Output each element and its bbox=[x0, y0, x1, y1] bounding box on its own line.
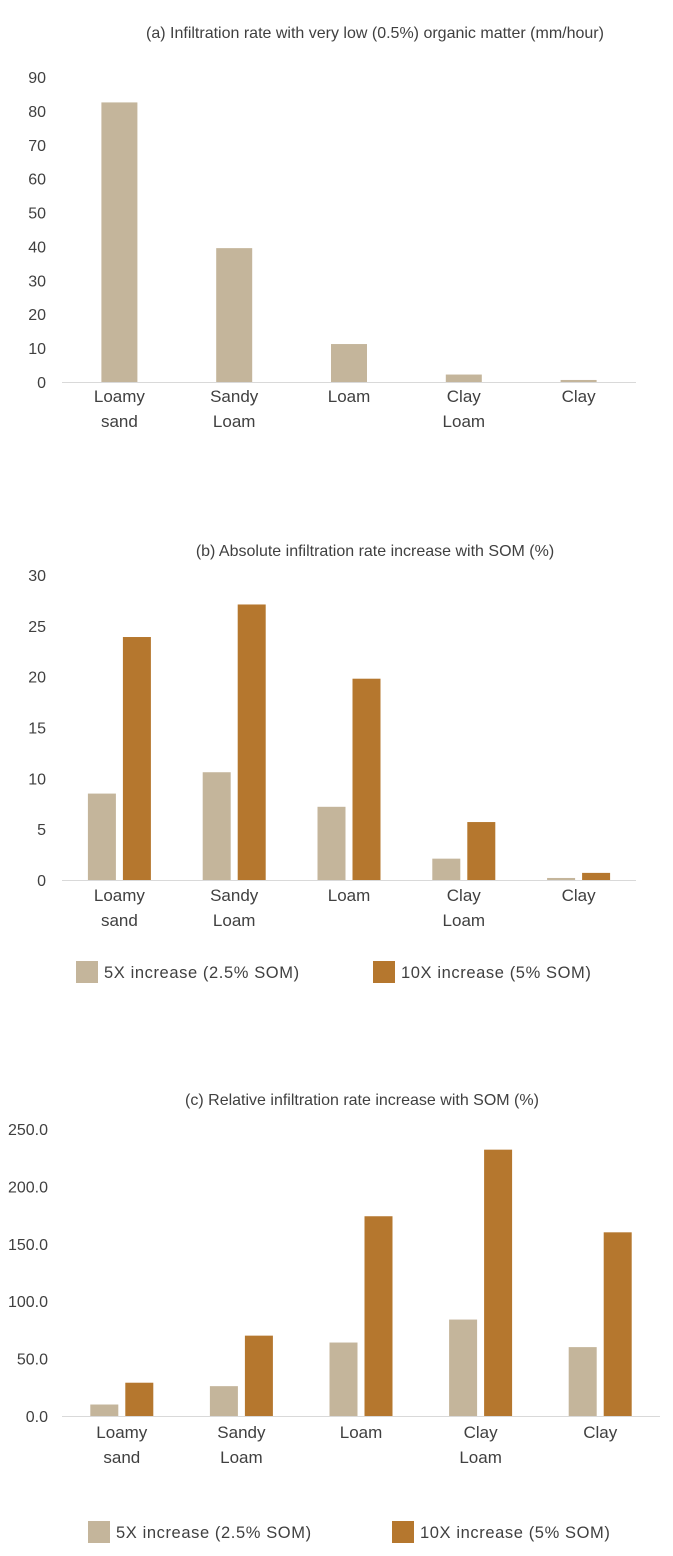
y-tick-label: 5 bbox=[37, 822, 46, 839]
x-category-label: Clay bbox=[583, 1423, 618, 1442]
bar-1-2 bbox=[209, 1386, 238, 1416]
y-tick-label: 30 bbox=[28, 568, 46, 585]
y-tick-label: 150.0 bbox=[8, 1237, 48, 1254]
x-category-label: Loamy bbox=[94, 886, 146, 905]
y-tick-label: 0 bbox=[37, 873, 46, 890]
bar-1-4 bbox=[445, 374, 482, 382]
bar-1-5 bbox=[560, 379, 597, 382]
x-category-label: Loam bbox=[443, 412, 486, 431]
x-category-label: Loam bbox=[459, 1448, 502, 1467]
legend-swatch-2 bbox=[373, 961, 395, 983]
bar-2-3 bbox=[364, 1216, 393, 1416]
bar-2-4 bbox=[467, 822, 496, 880]
x-category-label: Clay bbox=[562, 886, 597, 905]
chart-c: (c) Relative infiltration rate increase … bbox=[8, 1092, 660, 1543]
x-category-label: Clay bbox=[447, 886, 482, 905]
bar-1-5 bbox=[568, 1347, 597, 1416]
y-tick-label: 15 bbox=[28, 721, 46, 738]
y-tick-label: 70 bbox=[28, 138, 46, 155]
x-category-label: Loam bbox=[220, 1448, 263, 1467]
x-category-label: Sandy bbox=[210, 387, 259, 406]
legend-swatch-2 bbox=[392, 1521, 414, 1543]
legend-label-2: 10X increase (5% SOM) bbox=[401, 964, 592, 982]
y-tick-label: 30 bbox=[28, 273, 46, 290]
x-category-label: sand bbox=[103, 1448, 140, 1467]
y-tick-label: 250.0 bbox=[8, 1122, 48, 1139]
x-category-label: sand bbox=[101, 412, 138, 431]
x-category-label: Clay bbox=[562, 387, 597, 406]
chart-title: (a) Infiltration rate with very low (0.5… bbox=[146, 25, 604, 42]
chart-a: (a) Infiltration rate with very low (0.5… bbox=[28, 25, 636, 431]
legend-swatch-1 bbox=[76, 961, 98, 983]
bar-2-1 bbox=[122, 637, 151, 880]
y-tick-label: 20 bbox=[28, 307, 46, 324]
bar-1-1 bbox=[101, 102, 138, 383]
x-category-label: Loam bbox=[328, 387, 371, 406]
y-tick-label: 50.0 bbox=[17, 1352, 48, 1369]
bar-1-4 bbox=[449, 1319, 478, 1416]
y-tick-label: 20 bbox=[28, 670, 46, 687]
x-category-label: Loam bbox=[340, 1423, 383, 1442]
y-tick-label: 10 bbox=[28, 771, 46, 788]
x-category-label: sand bbox=[101, 911, 138, 930]
bar-1-1 bbox=[90, 1404, 119, 1416]
legend-label-2: 10X increase (5% SOM) bbox=[420, 1524, 611, 1542]
y-tick-label: 25 bbox=[28, 619, 46, 636]
bar-2-4 bbox=[484, 1149, 513, 1416]
chart-title: (c) Relative infiltration rate increase … bbox=[185, 1092, 539, 1109]
bar-1-5 bbox=[547, 877, 576, 880]
y-tick-label: 0.0 bbox=[26, 1409, 48, 1426]
x-category-label: Loam bbox=[213, 911, 256, 930]
bar-2-2 bbox=[244, 1335, 273, 1416]
y-tick-label: 50 bbox=[28, 206, 46, 223]
y-tick-label: 100.0 bbox=[8, 1294, 48, 1311]
bar-2-5 bbox=[582, 872, 611, 880]
bar-2-1 bbox=[125, 1382, 154, 1416]
x-category-label: Loam bbox=[213, 412, 256, 431]
bar-1-2 bbox=[216, 248, 253, 382]
bar-1-3 bbox=[317, 806, 346, 880]
bar-1-3 bbox=[329, 1342, 358, 1416]
x-category-label: Loam bbox=[443, 911, 486, 930]
legend-label-1: 5X increase (2.5% SOM) bbox=[104, 964, 300, 982]
bar-2-3 bbox=[352, 678, 381, 880]
x-category-label: Clay bbox=[464, 1423, 499, 1442]
x-category-label: Clay bbox=[447, 387, 482, 406]
bar-2-5 bbox=[603, 1232, 632, 1416]
y-tick-label: 80 bbox=[28, 104, 46, 121]
bar-1-4 bbox=[432, 858, 461, 880]
y-tick-label: 10 bbox=[28, 341, 46, 358]
y-tick-label: 0 bbox=[37, 375, 46, 392]
bar-2-2 bbox=[237, 604, 266, 880]
y-tick-label: 40 bbox=[28, 239, 46, 256]
y-tick-label: 200.0 bbox=[8, 1179, 48, 1196]
y-tick-label: 60 bbox=[28, 172, 46, 189]
bar-1-1 bbox=[87, 793, 116, 880]
x-category-label: Sandy bbox=[217, 1423, 266, 1442]
x-category-label: Loamy bbox=[94, 387, 146, 406]
x-category-label: Loamy bbox=[96, 1423, 148, 1442]
legend-swatch-1 bbox=[88, 1521, 110, 1543]
legend-label-1: 5X increase (2.5% SOM) bbox=[116, 1524, 312, 1542]
chart-b: (b) Absolute infiltration rate increase … bbox=[28, 543, 636, 983]
x-category-label: Loam bbox=[328, 886, 371, 905]
x-category-label: Sandy bbox=[210, 886, 259, 905]
y-tick-label: 90 bbox=[28, 70, 46, 87]
bar-1-2 bbox=[202, 772, 231, 880]
bar-1-3 bbox=[331, 344, 367, 382]
chart-title: (b) Absolute infiltration rate increase … bbox=[196, 543, 554, 560]
